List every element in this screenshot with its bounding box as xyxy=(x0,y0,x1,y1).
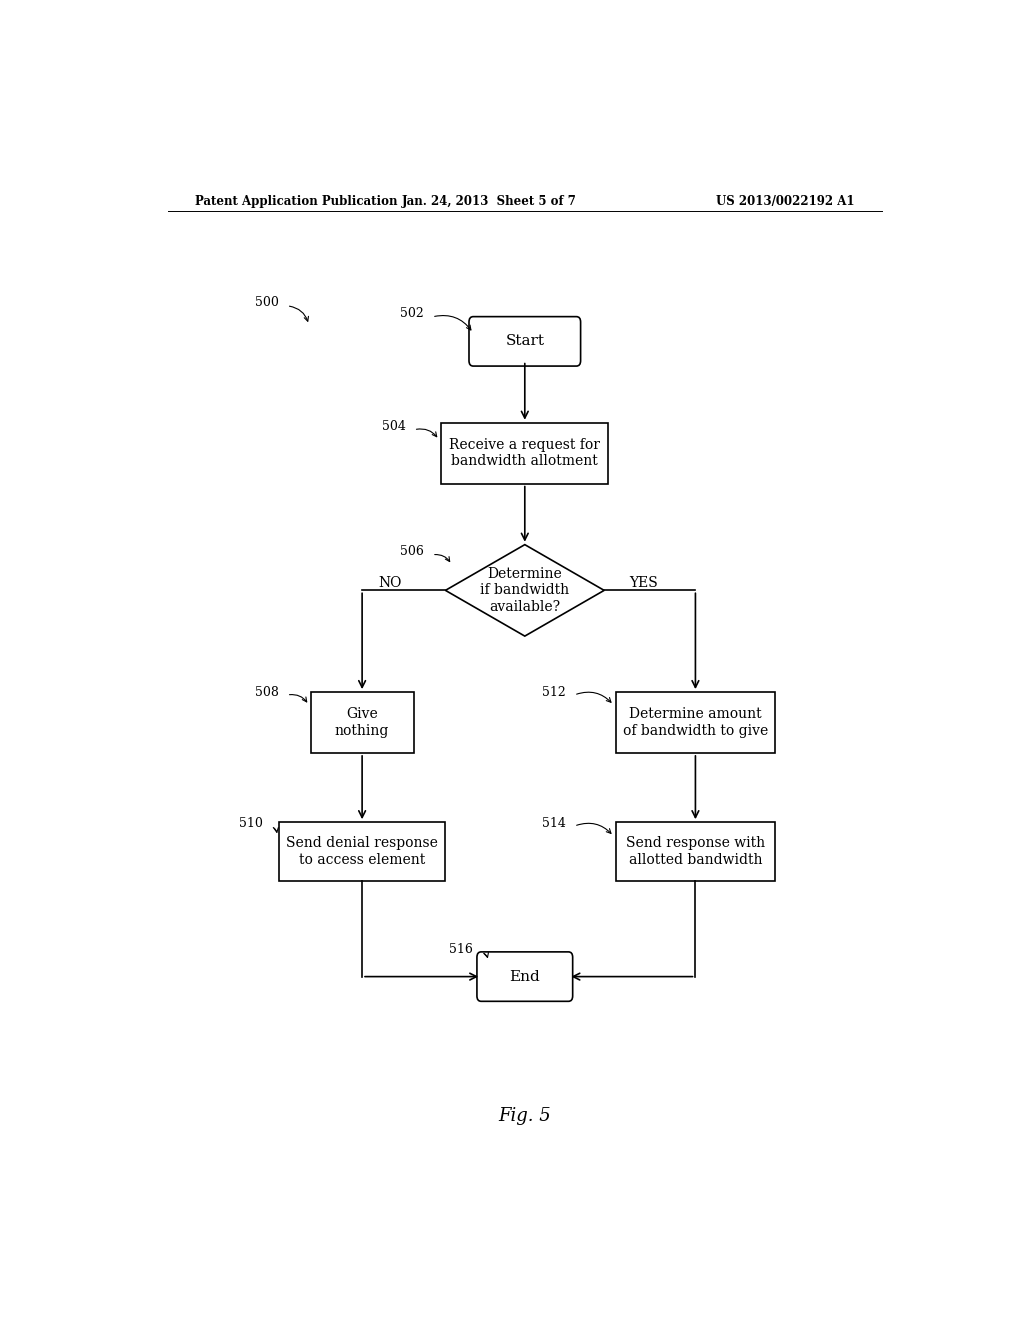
Text: 502: 502 xyxy=(400,308,424,321)
Text: 508: 508 xyxy=(255,685,279,698)
Bar xyxy=(279,822,445,880)
Text: Give
nothing: Give nothing xyxy=(335,708,389,738)
Text: 510: 510 xyxy=(239,817,263,830)
Text: Determine
if bandwidth
available?: Determine if bandwidth available? xyxy=(480,568,569,614)
Text: Receive a request for
bandwidth allotment: Receive a request for bandwidth allotmen… xyxy=(450,438,600,469)
FancyBboxPatch shape xyxy=(477,952,572,1002)
Text: NO: NO xyxy=(378,577,401,590)
Text: End: End xyxy=(509,970,541,983)
Bar xyxy=(441,422,608,483)
Text: Fig. 5: Fig. 5 xyxy=(499,1107,551,1125)
Text: Send response with
allotted bandwidth: Send response with allotted bandwidth xyxy=(626,837,765,867)
Text: Jan. 24, 2013  Sheet 5 of 7: Jan. 24, 2013 Sheet 5 of 7 xyxy=(401,194,577,207)
Text: 514: 514 xyxy=(543,817,566,830)
Text: Start: Start xyxy=(505,334,545,348)
Bar xyxy=(616,822,775,880)
Text: 504: 504 xyxy=(382,420,406,433)
Text: 500: 500 xyxy=(255,296,279,309)
FancyBboxPatch shape xyxy=(469,317,581,366)
Text: Send denial response
to access element: Send denial response to access element xyxy=(286,837,438,867)
Bar xyxy=(310,692,414,752)
Text: 516: 516 xyxy=(450,942,473,956)
Text: US 2013/0022192 A1: US 2013/0022192 A1 xyxy=(716,194,854,207)
Text: Determine amount
of bandwidth to give: Determine amount of bandwidth to give xyxy=(623,708,768,738)
Polygon shape xyxy=(445,545,604,636)
Text: YES: YES xyxy=(630,577,658,590)
Text: 512: 512 xyxy=(543,685,566,698)
Text: 506: 506 xyxy=(400,545,424,558)
Text: Patent Application Publication: Patent Application Publication xyxy=(196,194,398,207)
Bar xyxy=(616,692,775,752)
